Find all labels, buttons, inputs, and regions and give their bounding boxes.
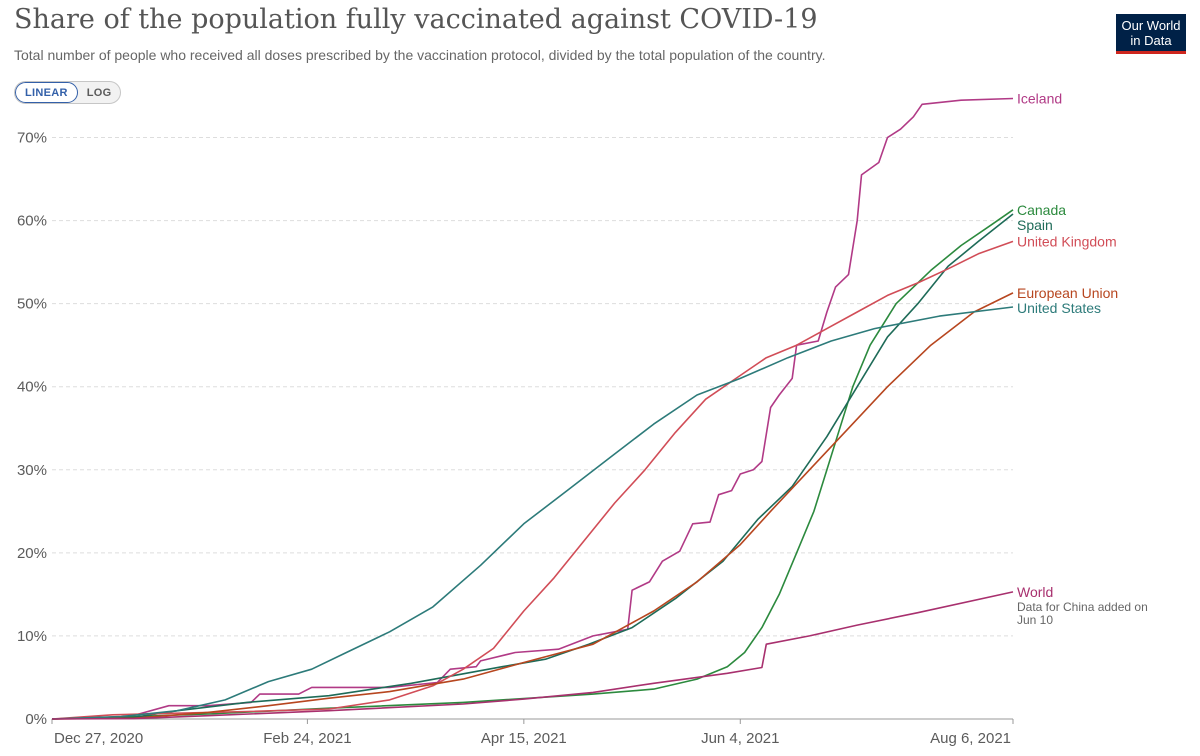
annotation-text: Data for China added on (1017, 600, 1148, 614)
series-line-world (51, 591, 1014, 720)
series-label-canada: Canada (1017, 202, 1066, 218)
owid-logo[interactable]: Our World in Data (1116, 14, 1186, 54)
y-tick-label: 60% (17, 213, 47, 230)
series-line-spain (51, 213, 1014, 720)
y-tick-label: 30% (17, 462, 47, 479)
y-tick-label: 10% (17, 628, 47, 645)
linear-scale-button[interactable]: LINEAR (15, 82, 78, 103)
scale-toggle: LINEAR LOG (14, 81, 122, 104)
log-scale-button[interactable]: LOG (78, 82, 121, 103)
annotation-text: Jun 10 (1017, 613, 1053, 627)
y-tick-label: 40% (17, 379, 47, 396)
y-tick-label: 50% (17, 296, 47, 313)
chart-subtitle: Total number of people who received all … (14, 47, 826, 63)
series-label-european-union: European Union (1017, 285, 1118, 301)
x-tick-label: Jun 4, 2021 (701, 730, 779, 747)
series-line-iceland (51, 97, 1014, 720)
series-label-united-kingdom: United Kingdom (1017, 233, 1117, 249)
y-tick-label: 70% (17, 130, 47, 147)
series-line-european-union (51, 292, 1014, 720)
series-line-united-states (51, 306, 1014, 720)
x-tick-label: Aug 6, 2021 (930, 730, 1011, 747)
y-tick-label: 0% (25, 711, 47, 728)
x-tick-label: Feb 24, 2021 (263, 730, 351, 747)
y-tick-label: 20% (17, 545, 47, 562)
x-tick-label: Apr 15, 2021 (481, 730, 567, 747)
series-label-iceland: Iceland (1017, 90, 1062, 106)
logo-line-1: Our World (1121, 17, 1181, 33)
series-line-united-kingdom (51, 240, 1014, 720)
series-label-spain: Spain (1017, 217, 1053, 233)
logo-line-2: in Data (1130, 32, 1172, 48)
chart-title: Share of the population fully vaccinated… (14, 4, 818, 35)
x-tick-label: Dec 27, 2020 (54, 730, 143, 747)
series-label-world: World (1017, 584, 1053, 600)
series-line-canada (51, 209, 1014, 720)
series-label-united-states: United States (1017, 300, 1101, 316)
